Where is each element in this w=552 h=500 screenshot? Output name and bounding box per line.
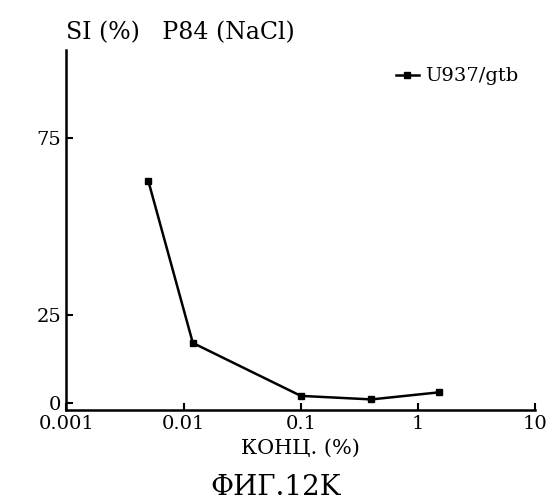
U937/gtb — [189, 340, 196, 346]
Text: ФИГ.12K: ФИГ.12K — [211, 474, 341, 500]
X-axis label: КОНЦ. (%): КОНЦ. (%) — [241, 438, 360, 458]
Text: SI (%)   P84 (NaCl): SI (%) P84 (NaCl) — [66, 21, 295, 44]
Line: U937/gtb: U937/gtb — [145, 177, 442, 403]
Legend: U937/gtb: U937/gtb — [388, 60, 526, 94]
U937/gtb — [298, 393, 304, 399]
U937/gtb — [368, 396, 375, 402]
U937/gtb — [145, 178, 152, 184]
U937/gtb — [436, 390, 442, 396]
